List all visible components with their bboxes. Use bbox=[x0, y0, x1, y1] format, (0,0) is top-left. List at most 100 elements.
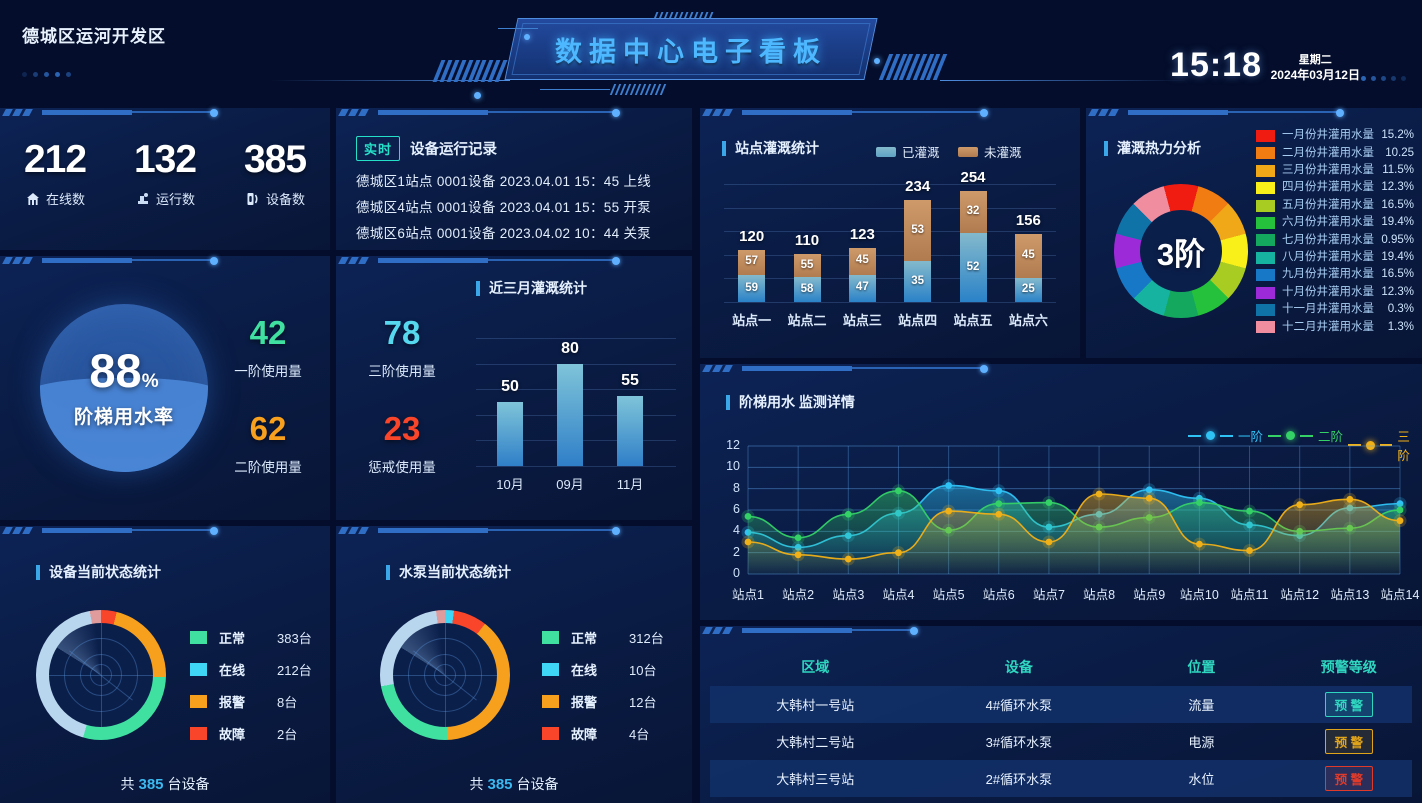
legend-count: 2台 bbox=[277, 727, 298, 742]
data-point bbox=[1396, 506, 1404, 514]
panel-title: 近三月灌溉统计 bbox=[489, 280, 587, 296]
gridline bbox=[724, 231, 1056, 233]
status-legend-item: 故障 2台 bbox=[190, 724, 312, 743]
heat-legend-item: 十二月井灌用水量 1.3% bbox=[1256, 320, 1414, 334]
cell-area: 大韩村三号站 bbox=[710, 760, 921, 797]
table-column-header: 位置 bbox=[1187, 659, 1216, 675]
data-point bbox=[1145, 494, 1153, 502]
cell-area: 大韩村四号站 bbox=[710, 797, 921, 803]
heat-legend-item: 六月份井灌用水量 19.4% bbox=[1256, 217, 1414, 229]
panel-header-decor bbox=[0, 256, 330, 267]
x-axis-label: 站点6 bbox=[982, 588, 1015, 602]
header-right-dots bbox=[1361, 76, 1406, 81]
legend-swatch bbox=[1256, 199, 1275, 212]
legend-swatch bbox=[1256, 303, 1275, 316]
legend-dot bbox=[1206, 431, 1215, 440]
heat-legend-item: 九月份井灌用水量 16.5% bbox=[1256, 269, 1414, 282]
data-point bbox=[1246, 547, 1253, 554]
status-badge: 预 警 bbox=[1324, 692, 1374, 717]
table-row[interactable]: 大韩村一号站 4#循环水泵 流量 预 警 bbox=[710, 686, 1412, 723]
status-legend-item: 正常 312台 bbox=[542, 628, 664, 647]
legend-count: 383台 bbox=[277, 631, 312, 646]
segment-value-label: 53 bbox=[911, 223, 925, 236]
legend-label: 三阶 bbox=[1397, 430, 1410, 463]
legend-swatch bbox=[190, 631, 207, 644]
cell-device: 4#循环水泵 bbox=[920, 686, 1118, 723]
legend-swatch bbox=[190, 663, 207, 676]
kpi-item: 385 设备数 bbox=[220, 140, 330, 208]
legend-value: 12.3% bbox=[1381, 181, 1414, 194]
header-line-bottom bbox=[540, 89, 610, 90]
status-legend-item: 报警 12台 bbox=[542, 692, 664, 711]
legend-label: 四月份井灌用水量 bbox=[1282, 181, 1374, 194]
legend-label: 十二月井灌用水量 bbox=[1282, 320, 1374, 333]
panel-header-decor bbox=[336, 108, 692, 119]
gridline bbox=[724, 184, 1056, 185]
heat-legend-item: 五月份井灌用水量 16.5% bbox=[1256, 198, 1414, 212]
legend-value: 10.25 bbox=[1385, 146, 1414, 159]
legend-swatch bbox=[1256, 251, 1275, 264]
legend-label: 二阶 bbox=[1318, 430, 1344, 444]
legend-count: 4台 bbox=[629, 727, 650, 742]
heat-legend-item: 十月份井灌用水量 12.3% bbox=[1256, 286, 1414, 299]
table-header-row: 区域 设备 位置 预警等级 bbox=[710, 648, 1412, 686]
data-point bbox=[995, 500, 1003, 507]
legend-dot bbox=[1286, 431, 1295, 440]
legend-line bbox=[1220, 434, 1233, 437]
table-row[interactable]: 大韩村二号站 3#循环水泵 电源 预 警 bbox=[710, 723, 1412, 760]
cell-position: 水位 bbox=[1117, 760, 1286, 797]
cell-level: 预 警 bbox=[1286, 723, 1412, 760]
kpi-value: 385 bbox=[243, 138, 307, 181]
bar-total-label: 254 bbox=[960, 168, 986, 186]
live-badge: 实时 bbox=[356, 136, 401, 161]
device-status-total: 共 385 台设备 bbox=[120, 776, 210, 793]
status-badge: 预 警 bbox=[1324, 766, 1374, 791]
panel-header-decor bbox=[336, 256, 692, 267]
legend-label: 报警 bbox=[571, 695, 598, 710]
x-axis-label: 11月 bbox=[616, 477, 644, 492]
bar-segment-irrigated: 25 bbox=[1014, 277, 1042, 302]
header-line-left bbox=[270, 80, 510, 81]
region-label: 德城区运河开发区 bbox=[22, 27, 166, 46]
legend-label: 一阶 bbox=[1238, 430, 1264, 444]
device-status-title: 设备当前状态统计 bbox=[36, 562, 161, 582]
table-row[interactable]: 大韩村四号站1#循环水泵信号预 警 bbox=[710, 797, 1412, 803]
title-tick-icon bbox=[476, 280, 480, 296]
heat-legend-item: 十一月井灌用水量 0.3% bbox=[1256, 304, 1414, 316]
clock: 15:18 bbox=[1170, 46, 1262, 84]
status-badge: 预 警 bbox=[1324, 729, 1374, 754]
legend-value: 0.95% bbox=[1381, 233, 1414, 246]
legend-swatch bbox=[958, 146, 978, 157]
cell-position: 流量 bbox=[1117, 686, 1286, 723]
heat-legend-item: 二月份井灌用水量 10.25 bbox=[1256, 146, 1414, 160]
station-irrigation-chart: 120 57 59 站点一 110 55 58 站点二 123 45 47 站点三 234 53 35 站点四… bbox=[724, 169, 1056, 344]
kpi-label-row: 在线数 bbox=[0, 189, 110, 208]
panel-header-decor bbox=[700, 108, 1080, 119]
running-icon bbox=[135, 191, 151, 207]
bar-segment-irrigated: 47 bbox=[848, 274, 876, 302]
status-legend-item: 报警 8台 bbox=[190, 692, 312, 711]
kpi-label: 运行数 bbox=[155, 192, 195, 207]
legend-label: 三月份井灌用水量 bbox=[1282, 164, 1374, 177]
x-axis-label: 站点11 bbox=[1230, 588, 1269, 602]
gridline bbox=[724, 302, 1056, 303]
header-left-dots bbox=[22, 72, 71, 77]
panel-title: 设备当前状态统计 bbox=[49, 564, 161, 580]
legend-swatch bbox=[1256, 130, 1275, 142]
y-axis-label: 2 bbox=[733, 544, 740, 559]
bar-value-label: 55 bbox=[621, 371, 639, 389]
header-dot-left bbox=[474, 92, 481, 99]
x-axis-label: 站点5 bbox=[932, 588, 965, 602]
table-row[interactable]: 大韩村三号站 2#循环水泵 水位 预 警 bbox=[710, 760, 1412, 797]
legend-label: 五月份井灌用水量 bbox=[1282, 198, 1374, 211]
segment-value-label: 32 bbox=[966, 205, 980, 218]
heat-legend-item: 八月份井灌用水量 19.4% bbox=[1256, 251, 1414, 264]
online-icon bbox=[25, 191, 41, 207]
bar-segment-not-irrigated: 57 bbox=[738, 249, 766, 276]
legend-item-irrigated: 已灌溉 bbox=[876, 142, 940, 161]
legend-swatch bbox=[1256, 234, 1275, 247]
y-axis-label: 8 bbox=[733, 480, 740, 495]
kpi-label: 设备数 bbox=[265, 192, 305, 207]
legend-value: 1.3% bbox=[1387, 320, 1414, 333]
radar-axis bbox=[444, 623, 446, 727]
